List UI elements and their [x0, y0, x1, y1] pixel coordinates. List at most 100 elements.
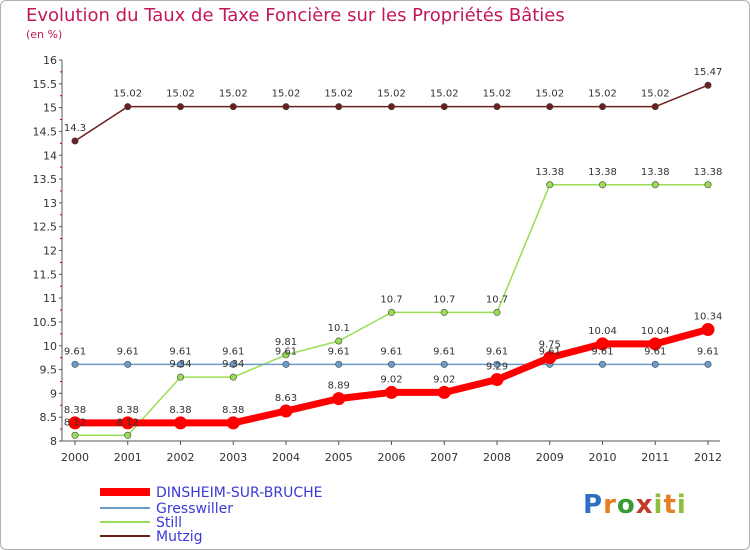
data-point: [493, 360, 501, 368]
data-point: [229, 103, 237, 111]
data-label: 9.61: [222, 346, 244, 357]
data-label: 13.38: [694, 167, 723, 178]
y-tick-label: 9: [50, 387, 57, 400]
data-point: [387, 103, 395, 111]
x-tick-label: 2006: [378, 451, 406, 464]
data-label: 8.12: [117, 417, 139, 428]
data-point: [596, 337, 609, 351]
data-point: [68, 416, 82, 430]
legend-label: Gresswiller: [156, 501, 233, 517]
data-point: [598, 181, 606, 189]
y-tick-label: 13: [43, 197, 57, 210]
y-tick-label: 14: [43, 149, 57, 162]
data-label: 15.02: [377, 89, 406, 100]
data-point: [71, 137, 79, 145]
legend-label: DINSHEIM-SUR-BRUCHE: [156, 485, 322, 501]
data-point: [546, 103, 554, 111]
x-tick-label: 2012: [694, 451, 722, 464]
x-tick-label: 2005: [325, 451, 353, 464]
data-point: [229, 360, 237, 368]
data-label: 10.04: [641, 326, 670, 337]
data-label: 9.61: [486, 346, 508, 357]
data-label: 9.61: [644, 346, 666, 357]
data-label: 8.12: [64, 417, 86, 428]
data-point: [177, 103, 185, 111]
y-tick-label: 10: [43, 340, 57, 353]
data-label: 9.61: [117, 346, 139, 357]
data-point: [651, 360, 659, 368]
data-point: [282, 360, 290, 368]
y-tick-label: 15: [43, 102, 57, 115]
data-label: 13.38: [588, 167, 617, 178]
data-label: 10.04: [588, 326, 617, 337]
data-label: 9.61: [169, 346, 191, 357]
data-point: [177, 360, 185, 368]
data-label: 15.02: [641, 89, 670, 100]
data-label: 10.7: [486, 294, 508, 305]
legend-label: Still: [156, 515, 182, 531]
data-label: 15.02: [483, 89, 512, 100]
data-point: [279, 404, 293, 418]
data-point: [226, 416, 240, 430]
data-label: 9.61: [433, 346, 455, 357]
data-label: 15.02: [272, 89, 301, 100]
y-tick-label: 10.5: [33, 316, 58, 329]
x-tick-label: 2008: [483, 451, 511, 464]
data-label: 10.34: [694, 312, 723, 323]
data-point: [335, 337, 343, 345]
data-label: 15.02: [324, 89, 353, 100]
data-label: 14.3: [64, 123, 86, 134]
data-label: 9.61: [539, 346, 561, 357]
data-label: 15.02: [166, 89, 195, 100]
data-point: [71, 360, 79, 368]
data-point: [335, 360, 343, 368]
legend-label: Mutzig: [156, 529, 203, 545]
data-label: 9.75: [539, 340, 561, 351]
data-label: 8.89: [328, 381, 350, 392]
y-tick-label: 15.5: [33, 78, 58, 91]
x-tick-label: 2003: [219, 451, 247, 464]
data-point: [177, 373, 185, 381]
data-label: 10.1: [328, 323, 350, 334]
x-tick-label: 2004: [272, 451, 300, 464]
data-point: [701, 323, 715, 337]
x-tick-label: 2010: [589, 451, 617, 464]
data-point: [598, 360, 606, 368]
x-tick-label: 2000: [61, 451, 89, 464]
data-label: 15.02: [535, 89, 564, 100]
data-point: [493, 308, 501, 316]
x-tick-label: 2001: [114, 451, 142, 464]
data-point: [546, 181, 554, 189]
data-label: 10.7: [433, 294, 455, 305]
data-point: [598, 103, 606, 111]
data-point: [282, 351, 290, 359]
data-label: 13.38: [641, 167, 670, 178]
proxiti-logo: Proxiti: [583, 490, 687, 520]
data-label: 15.47: [694, 67, 723, 78]
data-label: 15.02: [430, 89, 459, 100]
data-point: [124, 360, 132, 368]
data-point: [543, 351, 557, 365]
y-tick-label: 13.5: [33, 173, 58, 186]
data-label: 13.38: [535, 167, 564, 178]
data-point: [651, 181, 659, 189]
data-label: 15.02: [113, 89, 142, 100]
data-label: 9.61: [275, 346, 297, 357]
data-point: [229, 373, 237, 381]
data-label: 10.7: [380, 294, 402, 305]
y-tick-label: 11: [43, 292, 57, 305]
data-point: [440, 360, 448, 368]
data-label: 9.34: [222, 359, 244, 370]
data-label: 9.61: [64, 346, 86, 357]
x-tick-label: 2009: [536, 451, 564, 464]
data-label: 8.38: [169, 405, 191, 416]
x-tick-label: 2002: [167, 451, 195, 464]
data-point: [493, 103, 501, 111]
data-point: [490, 373, 504, 387]
y-tick-label: 14.5: [33, 125, 58, 138]
data-label: 8.38: [117, 405, 139, 416]
y-tick-label: 9.5: [40, 364, 58, 377]
data-point: [124, 103, 132, 111]
data-point: [124, 431, 132, 439]
